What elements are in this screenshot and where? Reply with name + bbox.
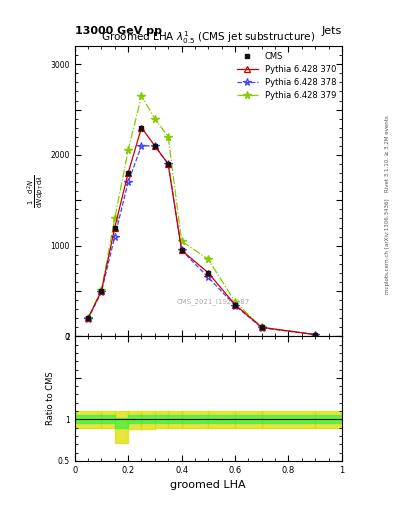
Legend: CMS, Pythia 6.428 370, Pythia 6.428 378, Pythia 6.428 379: CMS, Pythia 6.428 370, Pythia 6.428 378,… bbox=[234, 49, 340, 104]
Y-axis label: Ratio to CMS: Ratio to CMS bbox=[46, 372, 55, 425]
Text: 13000 GeV pp: 13000 GeV pp bbox=[75, 26, 162, 36]
X-axis label: groomed LHA: groomed LHA bbox=[171, 480, 246, 490]
Y-axis label: $\frac{1}{\mathrm{d}N}\frac{\mathrm{d}^2N}{\mathrm{d}p_T\,\mathrm{d}\lambda}$: $\frac{1}{\mathrm{d}N}\frac{\mathrm{d}^2… bbox=[26, 174, 46, 208]
Title: Groomed LHA $\lambda^{1}_{0.5}$ (CMS jet substructure): Groomed LHA $\lambda^{1}_{0.5}$ (CMS jet… bbox=[101, 29, 316, 46]
Text: mcplots.cern.ch [arXiv:1306.3436]: mcplots.cern.ch [arXiv:1306.3436] bbox=[385, 198, 390, 293]
Text: Rivet 3.1.10, ≥ 3.2M events: Rivet 3.1.10, ≥ 3.2M events bbox=[385, 115, 390, 192]
Text: CMS_2021_I1920187: CMS_2021_I1920187 bbox=[177, 298, 250, 305]
Text: Jets: Jets bbox=[321, 26, 342, 36]
